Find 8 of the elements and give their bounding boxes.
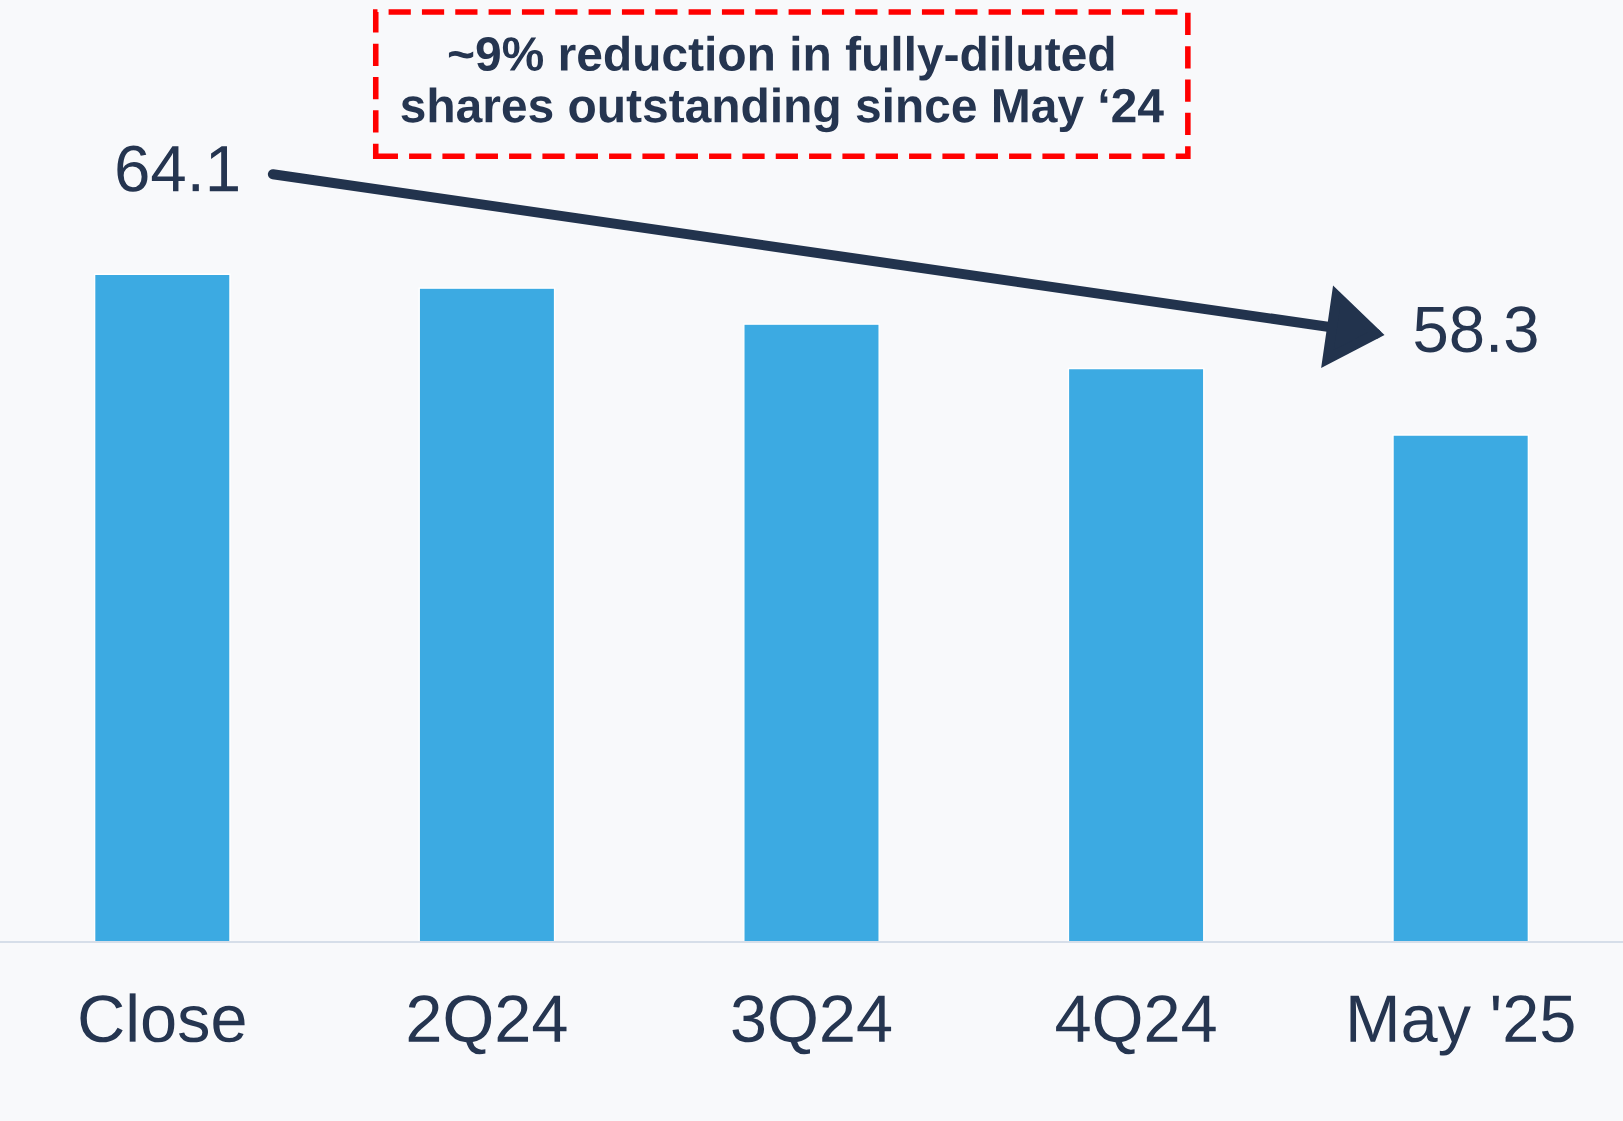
data-label: 64.1: [117, 145, 238, 192]
x-tick-label: Close: [80, 993, 245, 1043]
x-tick-label: 2Q24: [408, 995, 567, 1055]
x-tick-label: 3Q24: [732, 995, 892, 1055]
x-tick-label: 4Q24: [1056, 995, 1216, 1055]
data-label: 58.3: [1415, 306, 1537, 353]
annotation: ~9% reduction in fully-diluted shares outstanding since May ‘24: [401, 35, 1164, 133]
x-tick-label: May '25: [1350, 995, 1574, 1056]
